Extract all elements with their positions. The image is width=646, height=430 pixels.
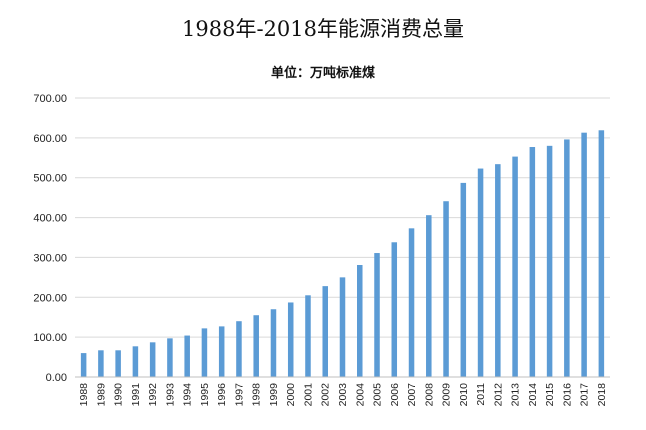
y-tick-label: 600.00 [33,133,67,145]
x-tick-label: 2005 [372,383,384,407]
bar-2017 [581,132,587,377]
bar-1993 [167,338,173,377]
x-tick-label: 1989 [95,383,107,407]
x-tick-label: 1996 [216,383,228,407]
x-tick-label: 2013 [510,383,522,407]
bar-2001 [305,295,311,377]
bar-1990 [115,350,121,377]
x-tick-label: 2002 [320,383,332,407]
x-tick-label: 2004 [354,383,366,407]
bar-1989 [98,350,104,377]
chart-subtitle: 单位：万吨标准煤 [271,65,375,81]
x-tick-label: 1999 [268,383,280,407]
y-tick-label: 400.00 [33,213,67,225]
x-tick-label: 1998 [251,383,263,407]
x-tick-label: 1995 [199,383,211,407]
x-tick-label: 1997 [233,383,245,407]
bar-2009 [443,201,449,377]
bar-2002 [322,286,328,377]
x-tick-label: 2000 [285,383,297,407]
x-tick-label: 2008 [423,383,435,407]
y-tick-label: 300.00 [33,252,67,264]
y-tick-label: 700.00 [33,93,67,105]
x-tick-label: 2014 [527,383,539,407]
bar-2013 [512,156,518,377]
bar-2004 [357,265,363,377]
x-tick-label: 2006 [389,383,401,407]
bar-2018 [598,130,605,377]
x-tick-label: 1994 [182,383,194,407]
gridlines [75,97,610,338]
y-tick-label: 100.00 [33,332,67,344]
bar-2011 [477,168,484,377]
x-tick-label: 1993 [164,383,176,407]
bar-1999 [270,309,277,377]
bar-2005 [374,253,380,377]
x-tick-label: 2018 [596,383,608,407]
x-tick-label: 2015 [544,383,556,407]
bar-2000 [287,302,294,377]
bar-1991 [132,346,139,377]
bar-2012 [495,164,501,377]
x-tick-label: 2011 [475,383,487,406]
x-tick-label: 2009 [441,383,453,407]
x-tick-label: 2003 [337,383,349,407]
x-tick-label: 2017 [579,383,591,407]
bars [80,130,605,377]
bar-1994 [184,335,190,377]
x-tick-label: 2012 [492,383,504,407]
x-tick-label: 2010 [458,383,470,407]
bar-1996 [218,326,225,377]
bar-2010 [460,182,467,377]
x-tick-label: 1990 [113,383,125,407]
x-tick-label: 1991 [130,383,142,407]
bar-2016 [564,139,570,377]
y-tick-label: 0.00 [46,372,67,384]
bar-2006 [391,242,398,377]
y-tick-label: 500.00 [33,173,67,185]
bar-1997 [236,321,242,377]
y-axis-tick-labels: 0.00 100.00 200.00 300.00 400.00 500.00 600.00… [33,93,67,384]
x-tick-label: 2001 [302,383,314,407]
bar-1995 [201,328,208,377]
y-tick-label: 200.00 [33,292,67,304]
bar-2007 [408,228,415,377]
bar-2015 [546,145,553,377]
bar-1988 [80,353,87,377]
x-tick-label: 2007 [406,383,418,407]
bar-2014 [529,147,536,377]
chart-title: 1988年-2018年能源消费总量 [182,17,464,41]
x-axis-tick-labels: 1988 1989 1990 1991 1992 1993 1994 1995 1996 1997… [78,383,608,407]
x-tick-label: 2016 [561,383,573,407]
x-tick-label: 1992 [147,383,159,407]
bar-2003 [339,277,346,377]
x-tick-label: 1988 [78,383,90,407]
bar-1992 [149,342,156,377]
bar-2008 [426,215,432,377]
bar-1998 [253,315,259,377]
